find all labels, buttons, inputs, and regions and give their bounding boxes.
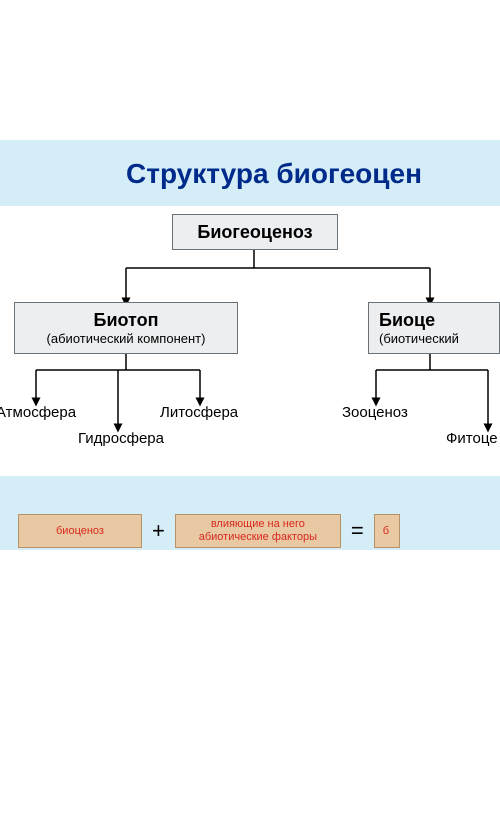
node-subtitle: (абиотический компонент) [47, 331, 206, 346]
leaf-lithosphere: Литосфера [160, 404, 238, 421]
formula-box: влияющие на него абиотические факторы [175, 514, 341, 548]
slide-title: Структура биогеоцен [0, 158, 500, 190]
node-subtitle: (биотический [379, 331, 459, 346]
formula-box: б [374, 514, 400, 548]
formula-box: биоценоз [18, 514, 142, 548]
slide-area: Структура биогеоцен Биогеоценоз Биотоп (… [0, 140, 500, 550]
formula-row: биоценоз + влияющие на него абиотические ф… [0, 514, 500, 548]
leaf-phytocenosis: Фитоце [446, 430, 498, 447]
node-label: Биоце [379, 310, 435, 331]
node-biotope: Биотоп (абиотический компонент) [14, 302, 238, 354]
leaf-atmosphere: Атмосфера [0, 404, 76, 421]
node-label: Биотоп [94, 310, 159, 331]
leaf-zoocenosis: Зооценоз [342, 404, 408, 421]
plus-operator: + [152, 518, 165, 544]
equals-operator: = [351, 518, 364, 544]
diagram: Биогеоценоз Биотоп (абиотический компоне… [0, 206, 500, 476]
leaf-hydrosphere: Гидросфера [78, 430, 164, 447]
node-biogeocenosis: Биогеоценоз [172, 214, 338, 250]
node-label: Биогеоценоз [197, 222, 312, 243]
node-biocenosis: Биоце (биотический [368, 302, 500, 354]
